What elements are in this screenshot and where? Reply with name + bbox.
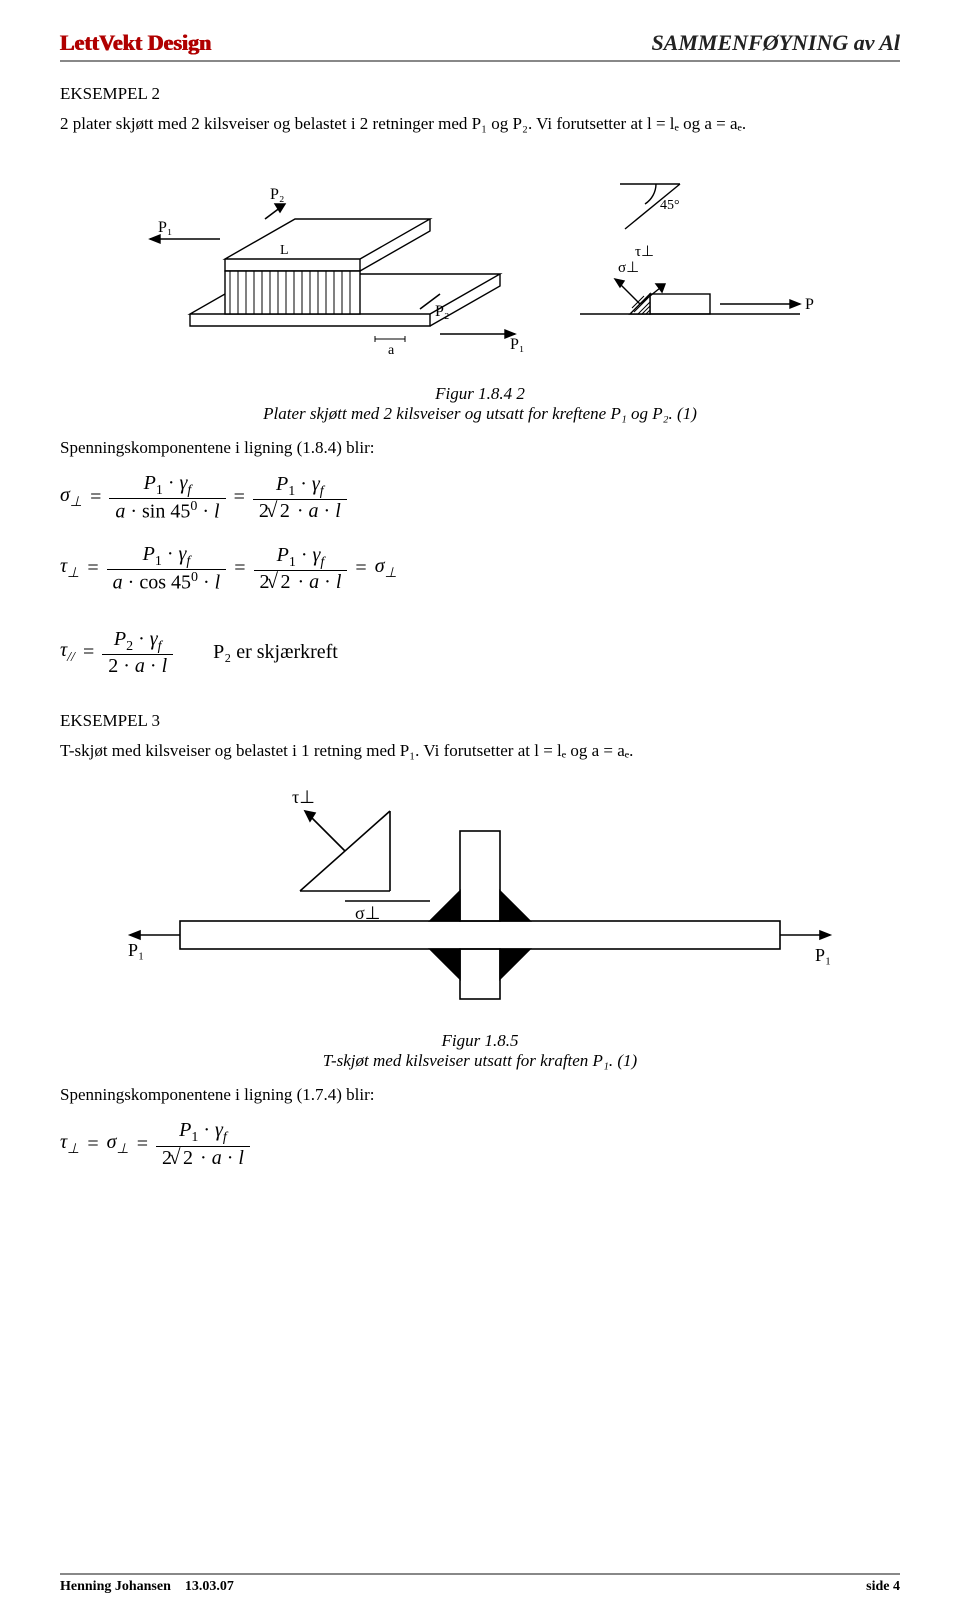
footer-page: side 4 <box>866 1579 900 1595</box>
spen-174-intro: Spenningskomponentene i ligning (1.7.4) … <box>60 1085 900 1105</box>
footer-date: 13.03.07 <box>185 1579 234 1594</box>
svg-text:τ⊥: τ⊥ <box>292 787 315 807</box>
page: LettVekt Design SAMMENFØYNING av Al EKSE… <box>0 0 960 1621</box>
label-p1-left-185: P₁ <box>128 940 144 960</box>
equation-tau-par: τ// = P2 · γf 2 · a · l P₂ er skjærkreft <box>60 614 900 691</box>
caption-185-line2: T-skjøt med kilsveiser utsatt for krafte… <box>323 1051 637 1070</box>
brand-logo: LettVekt Design <box>60 30 211 56</box>
equation-tau-sigma: τ⊥ = σ⊥ = P1 · γf 22 · a · l <box>60 1119 900 1168</box>
example2-heading: EKSEMPEL 2 <box>60 84 900 104</box>
svg-text:P: P <box>805 296 814 313</box>
example2-body: 2 plater skjøtt med 2 kilsveiser og bela… <box>60 114 900 134</box>
svg-text:σ⊥: σ⊥ <box>618 260 639 276</box>
spen-184-intro: Spenningskomponentene i ligning (1.8.4) … <box>60 438 900 458</box>
svg-text:45°: 45° <box>660 198 680 213</box>
equation-sigma: σ⊥ = P1 · γf a · sin 450 · l = P1 · γf 2… <box>60 472 900 523</box>
caption-185-line1: Figur 1.8.5 <box>442 1031 519 1050</box>
footer-author: Henning Johansen <box>60 1579 171 1594</box>
divider-top <box>60 60 900 62</box>
label-L: L <box>280 243 289 258</box>
label-a: a <box>388 343 395 358</box>
caption-184-line2: Plater skjøtt med 2 kilsveiser og utsatt… <box>263 404 697 423</box>
divider-bottom <box>60 1573 900 1575</box>
svg-text:σ⊥: σ⊥ <box>355 903 380 923</box>
caption-185: Figur 1.8.5 T-skjøt med kilsveiser utsat… <box>60 1031 900 1071</box>
label-p1-right-iso: P₁ <box>510 336 524 353</box>
figure-185: τ⊥ σ⊥ P₁ P₁ <box>60 771 900 1021</box>
equation-tau-perp: τ⊥ = P1 · γf a · cos 450 · l = P1 · γf 2… <box>60 543 900 594</box>
label-p2-bot: P₂ <box>435 303 449 320</box>
label-p2-top: P₂ <box>270 186 284 203</box>
caption-184-line1: Figur 1.8.4 2 <box>435 384 525 403</box>
example3-heading: EKSEMPEL 3 <box>60 711 900 731</box>
figure-184: P₁ P₁ P₂ P₂ L a 45° <box>60 144 900 374</box>
shear-note: P₂ er skjærkreft <box>213 641 338 664</box>
section-title: SAMMENFØYNING av Al <box>651 30 900 56</box>
svg-text:τ⊥: τ⊥ <box>635 244 654 260</box>
page-header: LettVekt Design SAMMENFØYNING av Al <box>60 30 900 56</box>
example3-body: T-skjøt med kilsveiser og belastet i 1 r… <box>60 741 900 761</box>
label-p1-left: P₁ <box>158 219 172 236</box>
page-footer: Henning Johansen 13.03.07 side 4 <box>60 1573 900 1595</box>
label-p1-right-185: P₁ <box>815 945 831 965</box>
caption-184: Figur 1.8.4 2 Plater skjøtt med 2 kilsve… <box>60 384 900 424</box>
